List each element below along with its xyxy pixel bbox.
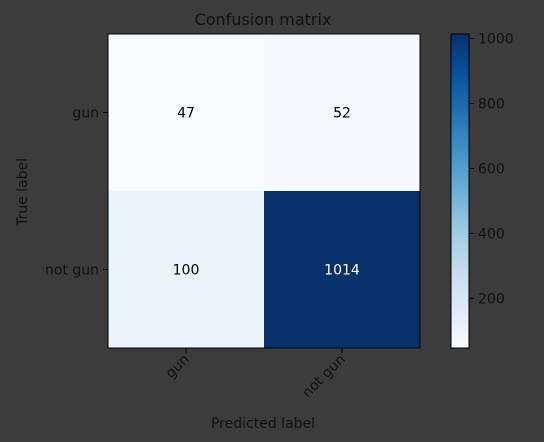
colorbar-tick-label: 800: [478, 96, 505, 112]
colorbar-tick-label: 600: [478, 161, 505, 177]
x-tick-label: not gun: [299, 352, 349, 402]
colorbar-tick-label: 1000: [478, 32, 514, 48]
colorbar-tick-label: 400: [478, 226, 505, 242]
matrix-cell: [264, 191, 420, 348]
y-axis-ticks: gun not gun: [45, 106, 108, 279]
colorbar: [450, 33, 470, 349]
cell-value-label: 100: [173, 263, 200, 279]
x-tick-label: gun: [163, 352, 193, 382]
matrix-cell: [264, 34, 420, 191]
chart-title: Confusion matrix: [195, 10, 332, 29]
y-axis-label: True label: [15, 158, 31, 227]
cell-value-label: 1014: [324, 263, 360, 279]
x-axis-label: Predicted label: [211, 416, 315, 432]
cell-value-label: 52: [333, 106, 351, 122]
y-tick-label: gun: [72, 106, 99, 122]
cell-value-label: 47: [177, 106, 195, 122]
matrix-frame: [107, 33, 421, 349]
colorbar-tick-label: 200: [478, 291, 505, 307]
y-tick-label: not gun: [45, 263, 99, 279]
matrix-cells: [108, 34, 420, 348]
colorbar-ticks: 200 400 600 800 1000: [469, 32, 514, 307]
x-axis-ticks: gun not gun: [163, 348, 349, 401]
matrix-cell: [108, 191, 264, 348]
matrix-cell: [108, 34, 264, 191]
matrix-cell-labels: 47 52 100 1014: [173, 106, 360, 279]
